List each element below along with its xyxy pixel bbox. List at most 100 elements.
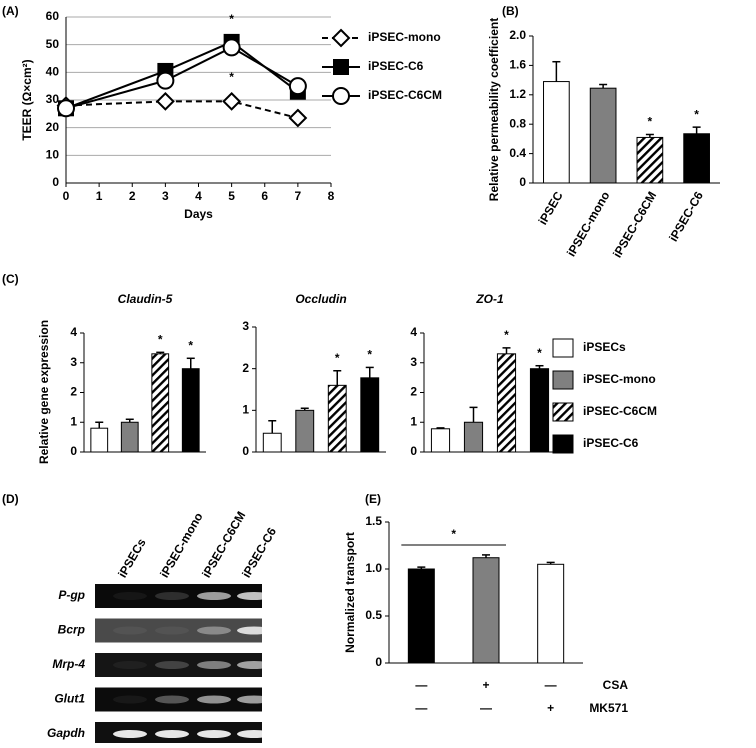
bar <box>589 87 617 184</box>
x-tick-label: iPSEC <box>536 189 566 227</box>
y-tick-label: 1.6 <box>509 58 526 72</box>
panel-label: (D) <box>2 492 19 506</box>
gel-column-label: iPSECs <box>115 536 149 580</box>
bar <box>496 353 517 453</box>
condition-label: MK571 <box>589 701 628 715</box>
legend-swatch <box>552 370 574 390</box>
gel-band <box>197 661 231 669</box>
y-tick-label: 10 <box>46 148 60 162</box>
y-tick-label: 0 <box>242 444 249 458</box>
gel-band <box>237 695 271 704</box>
y-axis-label: Relative permeability coefficient <box>487 18 501 201</box>
significance: * <box>335 351 340 365</box>
gel-band <box>197 626 231 635</box>
condition-mark: + <box>547 701 554 715</box>
marker <box>222 38 241 57</box>
x-tick-label: 6 <box>261 189 268 203</box>
gel-band <box>113 626 147 635</box>
significance: * <box>158 333 163 347</box>
x-tick-label: iPSEC-mono <box>564 189 612 259</box>
gel-row-label: Glut1 <box>54 692 85 706</box>
condition-mark: — <box>415 678 427 692</box>
bar <box>636 136 664 184</box>
bar <box>463 421 484 453</box>
condition-mark: — <box>480 701 492 715</box>
legend-label: iPSEC-mono <box>583 372 656 386</box>
condition-mark: — <box>415 701 427 715</box>
gel-band <box>155 661 189 669</box>
x-tick-label: 5 <box>228 189 235 203</box>
gel-column-label: iPSEC-C6 <box>239 525 279 580</box>
gel-band <box>155 626 189 635</box>
significance: * <box>451 527 456 541</box>
legend-label: iPSEC-C6 <box>583 436 639 450</box>
y-tick-label: 1.0 <box>365 561 382 575</box>
gel-band <box>237 626 271 635</box>
y-tick-label: 0 <box>375 655 382 669</box>
bar <box>120 421 139 453</box>
marker <box>155 91 175 111</box>
y-tick-label: 3 <box>242 319 249 333</box>
y-tick-label: 60 <box>46 9 60 23</box>
panel-label: (B) <box>502 4 519 18</box>
y-tick-label: 20 <box>46 120 60 134</box>
bar <box>151 353 170 453</box>
chart-title: Claudin-5 <box>118 292 173 306</box>
bar <box>181 368 200 453</box>
bar <box>262 432 282 453</box>
x-tick-label: 4 <box>195 189 202 203</box>
y-tick-label: 3 <box>70 355 77 369</box>
bar <box>543 81 570 184</box>
gel-band <box>113 695 147 704</box>
significance: * <box>504 328 509 342</box>
gel-band <box>197 695 231 704</box>
significance: * <box>188 338 193 352</box>
legend-swatch <box>552 402 574 422</box>
y-tick-label: 0 <box>519 175 526 189</box>
marker <box>288 108 308 128</box>
gel-lane-strip <box>95 618 262 643</box>
x-tick-label: 1 <box>96 189 103 203</box>
annotation: * <box>229 12 234 26</box>
y-tick-label: 1 <box>410 414 417 428</box>
gel-band <box>197 730 231 738</box>
condition-label: CSA <box>603 678 629 692</box>
y-tick-label: 30 <box>46 92 60 106</box>
panel-label: (E) <box>365 492 381 506</box>
x-tick-label: iPSEC-C6 <box>666 189 706 244</box>
legend-label: iPSEC-C6CM <box>583 404 657 418</box>
y-axis-label: Normalized transport <box>343 532 357 653</box>
significance: * <box>537 346 542 360</box>
marker <box>332 87 350 105</box>
y-tick-label: 0.8 <box>509 116 526 130</box>
y-tick-label: 2 <box>242 361 249 375</box>
gel-band <box>113 592 147 600</box>
legend-label: iPSEC-C6 <box>368 59 424 73</box>
gel-lane-strip <box>95 687 262 712</box>
series-line <box>65 100 299 119</box>
y-tick-label: 1 <box>242 403 249 417</box>
y-tick-label: 0.5 <box>365 608 382 622</box>
chart-title: ZO-1 <box>475 292 504 306</box>
marker <box>222 91 242 111</box>
panel-label: (C) <box>2 272 19 286</box>
y-tick-label: 2.0 <box>509 28 526 42</box>
y-tick-label: 50 <box>46 37 60 51</box>
y-tick-label: 40 <box>46 65 60 79</box>
marker <box>288 77 307 96</box>
marker <box>156 71 175 90</box>
chart-title: Occludin <box>295 292 346 306</box>
gel-band <box>155 592 189 600</box>
gel-band <box>237 661 271 669</box>
bar <box>430 428 451 453</box>
gel-band <box>113 661 147 669</box>
y-tick-label: 0 <box>70 444 77 458</box>
marker <box>333 59 349 75</box>
gel-band <box>237 592 271 600</box>
condition-mark: + <box>482 678 489 692</box>
legend-swatch <box>552 338 574 358</box>
y-axis-label: TEER (Ω×cm²) <box>20 59 34 140</box>
gel-row-label: P-gp <box>58 588 85 602</box>
bar <box>472 557 500 664</box>
gel-lane-strip <box>95 653 262 677</box>
